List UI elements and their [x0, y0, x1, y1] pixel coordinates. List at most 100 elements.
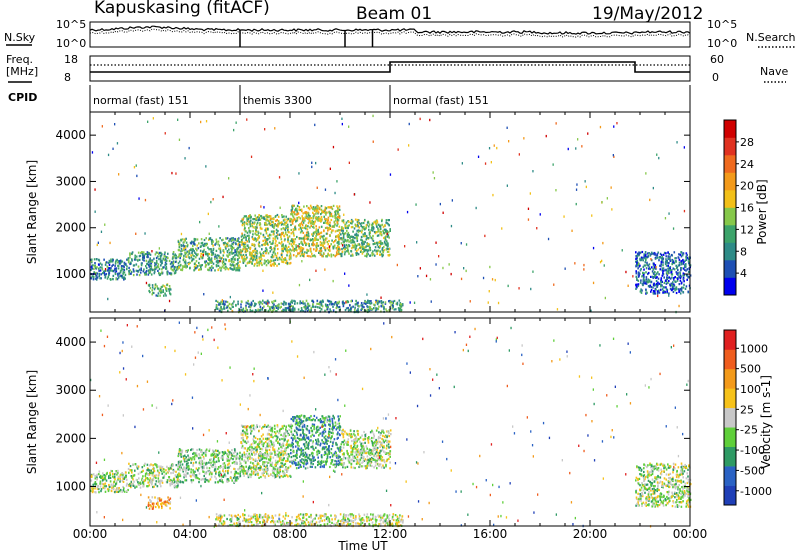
heatmap-cell [318, 206, 321, 209]
heatmap-cell [506, 126, 508, 129]
heatmap-cell [306, 251, 308, 254]
noise-trace [89, 25, 691, 47]
heatmap-cell [201, 264, 203, 267]
heatmap-cell [303, 255, 305, 258]
heatmap-cell [174, 271, 177, 274]
heatmap-cell [635, 251, 637, 254]
heatmap-cell [236, 263, 239, 266]
heatmap-cell [281, 255, 283, 259]
heatmap-cell [223, 306, 225, 309]
heatmap-cell [343, 253, 346, 256]
heatmap-cell [224, 475, 227, 478]
heatmap-cell [104, 268, 107, 271]
heatmap-cell [239, 252, 241, 256]
heatmap-cell [243, 260, 246, 263]
heatmap-cell [157, 292, 160, 295]
heatmap-cell [271, 307, 274, 310]
heatmap-cell [656, 285, 658, 288]
heatmap-cell [398, 299, 401, 302]
heatmap-cell [212, 463, 214, 467]
heatmap-cell [682, 286, 685, 289]
heatmap-cell [563, 215, 565, 218]
heatmap-cell [260, 216, 263, 220]
heatmap-cell [286, 254, 288, 257]
heatmap-cell [292, 216, 295, 219]
heatmap-cell [291, 301, 294, 304]
heatmap-cell [332, 225, 334, 228]
heatmap-cell [372, 114, 374, 118]
heatmap-cell [224, 464, 227, 467]
heatmap-cell [284, 258, 287, 261]
heatmap-cell [222, 453, 225, 456]
heatmap-cell [321, 211, 323, 214]
heatmap-cell [246, 472, 248, 475]
heatmap-cell [665, 272, 668, 275]
heatmap-cell [302, 212, 304, 215]
heatmap-cell [306, 228, 309, 231]
heatmap-cell [261, 302, 264, 305]
heatmap-cell [387, 234, 390, 237]
heatmap-cell [169, 288, 172, 291]
heatmap-cell [643, 268, 645, 271]
heatmap-cell [101, 268, 104, 271]
heatmap-cell [324, 219, 327, 222]
heatmap-cell [198, 457, 200, 460]
heatmap-cell [664, 262, 667, 266]
heatmap-cell [245, 264, 247, 267]
heatmap-cell [261, 472, 263, 475]
heatmap-cell [357, 229, 360, 232]
heatmap-cell [234, 462, 236, 465]
heatmap-cell [184, 253, 187, 256]
heatmap-cell [312, 244, 315, 247]
heatmap-cell [129, 465, 132, 468]
heatmap-cell [321, 218, 323, 221]
heatmap-cell [154, 268, 156, 271]
heatmap-cell [125, 476, 127, 479]
heatmap-cell [234, 460, 237, 463]
heatmap-cell [327, 222, 329, 226]
heatmap-cell [175, 172, 177, 175]
heatmap-cell [257, 219, 259, 222]
heatmap-cell [94, 210, 96, 213]
heatmap-cell [243, 431, 246, 434]
heatmap-cell [288, 235, 291, 238]
heatmap-cell [276, 224, 278, 227]
heatmap-cell [229, 295, 231, 299]
heatmap-cell [647, 264, 649, 267]
heatmap-cell [347, 309, 350, 312]
heatmap-cell [269, 233, 271, 236]
heatmap-cell [348, 220, 350, 223]
heatmap-cell [94, 482, 97, 485]
heatmap-cell [671, 260, 674, 263]
heatmap-cell [365, 234, 368, 238]
heatmap-cell [168, 272, 171, 275]
heatmap-cell [202, 478, 205, 481]
heatmap-cell [665, 255, 667, 258]
heatmap-cell [259, 218, 262, 221]
heatmap-cell [263, 251, 265, 254]
heatmap-cell [317, 205, 319, 208]
heatmap-cell [679, 279, 682, 282]
y-tick-label: 3000 [55, 174, 86, 188]
heatmap-cell [285, 249, 287, 252]
heatmap-cell [205, 242, 207, 245]
heatmap-cell [165, 287, 167, 290]
heatmap-cell [245, 253, 247, 256]
heatmap-cell [273, 472, 276, 475]
heatmap-cell [235, 121, 237, 124]
heatmap-cell [685, 252, 688, 255]
heatmap-cell [195, 476, 197, 479]
heatmap-cell [110, 266, 112, 270]
heatmap-cell [398, 308, 400, 311]
heatmap-cell [255, 465, 257, 468]
heatmap-cell [284, 450, 286, 453]
heatmap-cell [280, 302, 283, 305]
heatmap-cell [253, 440, 255, 443]
heatmap-cell [278, 455, 280, 458]
heatmap-cell [145, 253, 148, 256]
heatmap-cell [178, 243, 180, 246]
heatmap-cell [321, 299, 324, 302]
heatmap-cell [389, 301, 391, 304]
heatmap-cell [670, 269, 673, 272]
heatmap-cell [218, 309, 221, 312]
